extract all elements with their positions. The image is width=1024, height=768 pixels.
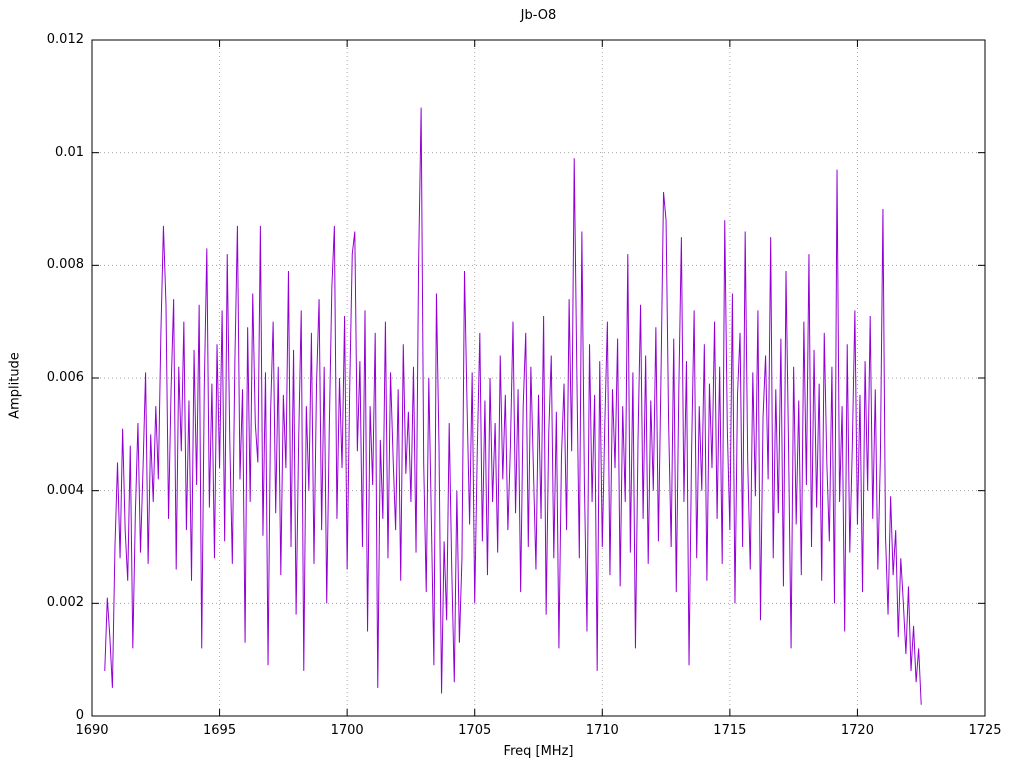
y-tick-label: 0.004 <box>46 482 84 498</box>
x-tick-label: 1725 <box>968 723 1002 738</box>
x-tick-label: 1695 <box>203 723 237 738</box>
x-tick-label: 1720 <box>840 723 874 738</box>
y-tick-label: 0 <box>75 708 84 723</box>
y-tick-label: 0.012 <box>46 32 84 47</box>
y-tick-label: 0.002 <box>46 595 84 611</box>
spectrum-line <box>104 107 922 705</box>
y-tick-label: 0.008 <box>46 257 84 273</box>
x-tick-label: 1700 <box>330 723 364 738</box>
x-tick-label: 1710 <box>585 723 619 738</box>
x-tick-label: 1715 <box>713 723 747 738</box>
chart-title: Jb-O8 <box>520 8 557 23</box>
x-tick-label: 1690 <box>75 723 109 738</box>
y-tick-label: 0.01 <box>55 144 84 160</box>
y-tick-label: 0.006 <box>46 370 84 385</box>
x-axis-label: Freq [MHz] <box>503 744 574 759</box>
x-tick-label: 1705 <box>458 723 492 738</box>
